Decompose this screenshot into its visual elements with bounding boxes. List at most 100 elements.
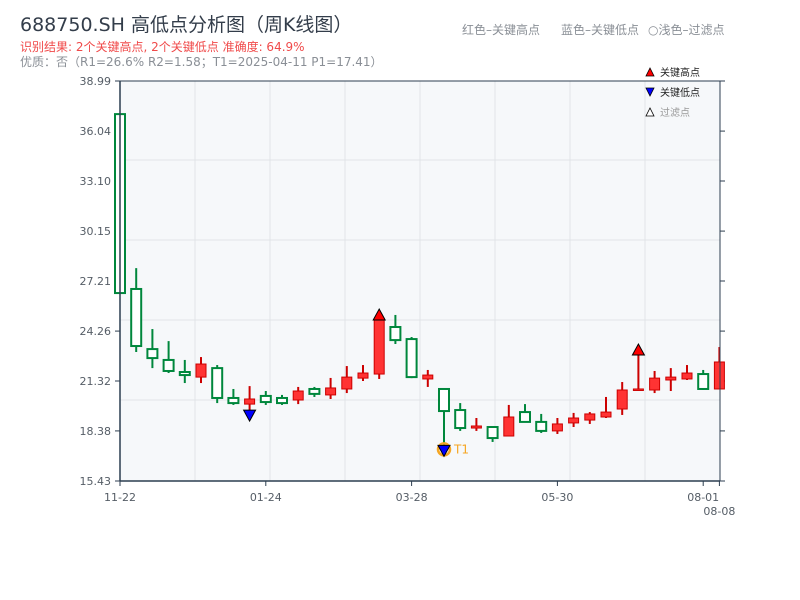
candle-body [405,338,418,379]
legend-label: 过滤点 [660,106,690,119]
top-legend-key-low: 蓝色–关键低点 [561,23,640,37]
candle-body [503,416,515,437]
candle-body [146,348,159,360]
candle-body [227,396,240,405]
candle [600,396,612,419]
candle-body [373,319,385,375]
x-tick-label: 11-22 [104,491,136,504]
top-legend-key-high: 红色–关键高点 [462,23,541,37]
y-tick-label: 27.21 [80,275,112,288]
candle-body [713,361,725,390]
candle [227,388,240,405]
candle-body [325,387,337,396]
candle [681,365,693,380]
y-tick-label: 38.99 [80,75,112,88]
candle-body [211,367,224,399]
candle [568,412,580,428]
candle-body [244,398,256,405]
candle-body [162,358,175,372]
candle [632,355,644,391]
candle-body [568,417,580,424]
candle [211,365,224,404]
candle [146,329,159,369]
candle-body [600,411,612,418]
candle-body [535,420,548,432]
key-high-marker [372,308,387,321]
candle [292,386,304,405]
candle [178,359,191,384]
candle [454,403,467,431]
candle-body [195,363,207,378]
candle [713,347,725,390]
key-low-marker [242,409,257,423]
candle [697,369,710,390]
candle-body [178,371,191,377]
candle [422,369,434,387]
y-tick-label: 36.04 [80,125,112,138]
candle-body [259,394,272,404]
x-tick-label: 05-30 [541,491,573,504]
candle-body [454,409,467,430]
candle [486,426,499,442]
candle-body [584,413,596,421]
legend-label: 关键低点 [660,86,700,99]
candle [373,319,385,379]
candle [162,341,175,374]
candle [244,386,256,413]
candle-body [389,326,402,342]
candle-body [551,423,563,432]
key-low-marker [437,444,451,458]
candle [389,314,402,344]
x-tick-label: 03-28 [396,491,428,504]
candle [195,357,207,384]
y-tick-label: 24.26 [80,325,112,338]
candle-body [486,426,499,440]
candle [665,368,677,392]
candle-body [470,425,482,429]
y-tick-label: 15.43 [80,475,112,488]
key-high-marker [631,342,646,356]
candle-body [649,377,661,391]
legend-label: 关键高点 [660,66,700,79]
candle-body [130,287,143,348]
y-tick-label: 33.10 [80,175,112,188]
candle-body [276,396,288,405]
candle-body [357,372,369,379]
result-summary: 识别结果: 2个关键高点, 2个关键低点 准确度: 64.9% [20,40,305,54]
candle [584,412,596,424]
candle [308,386,321,397]
candle [276,394,288,405]
legend-key-low-icon [645,87,655,97]
candle-body [308,387,321,395]
candle-body [519,411,531,423]
candle [470,418,482,431]
y-tick-label: 18.38 [80,425,112,438]
candle-body [681,372,693,380]
chart-title: 688750.SH 高低点分析图（周K线图） [20,14,353,36]
candle [341,366,353,394]
candle [438,387,450,448]
candle [405,337,418,379]
t1-label: T1 [453,442,469,456]
candle [551,418,563,434]
legend-filtered-icon [645,107,655,117]
candle [259,391,272,405]
candle-body [697,373,710,390]
top-legend-filtered: ○浅色–过滤点 [648,23,725,37]
candle [519,404,531,423]
candle [616,382,628,415]
x-tick-label: 08-01 [687,491,719,504]
candle-body [341,376,353,390]
candle-body [632,388,644,391]
candle-body [438,387,450,413]
candle-body [292,390,304,401]
candle [649,370,661,394]
candle [503,404,515,437]
x-tick-label: 01-24 [250,491,282,504]
x-tick-label: 08-08 [703,505,735,518]
y-tick-label: 21.32 [80,375,112,388]
candle-body [422,374,434,380]
candle [325,377,337,399]
